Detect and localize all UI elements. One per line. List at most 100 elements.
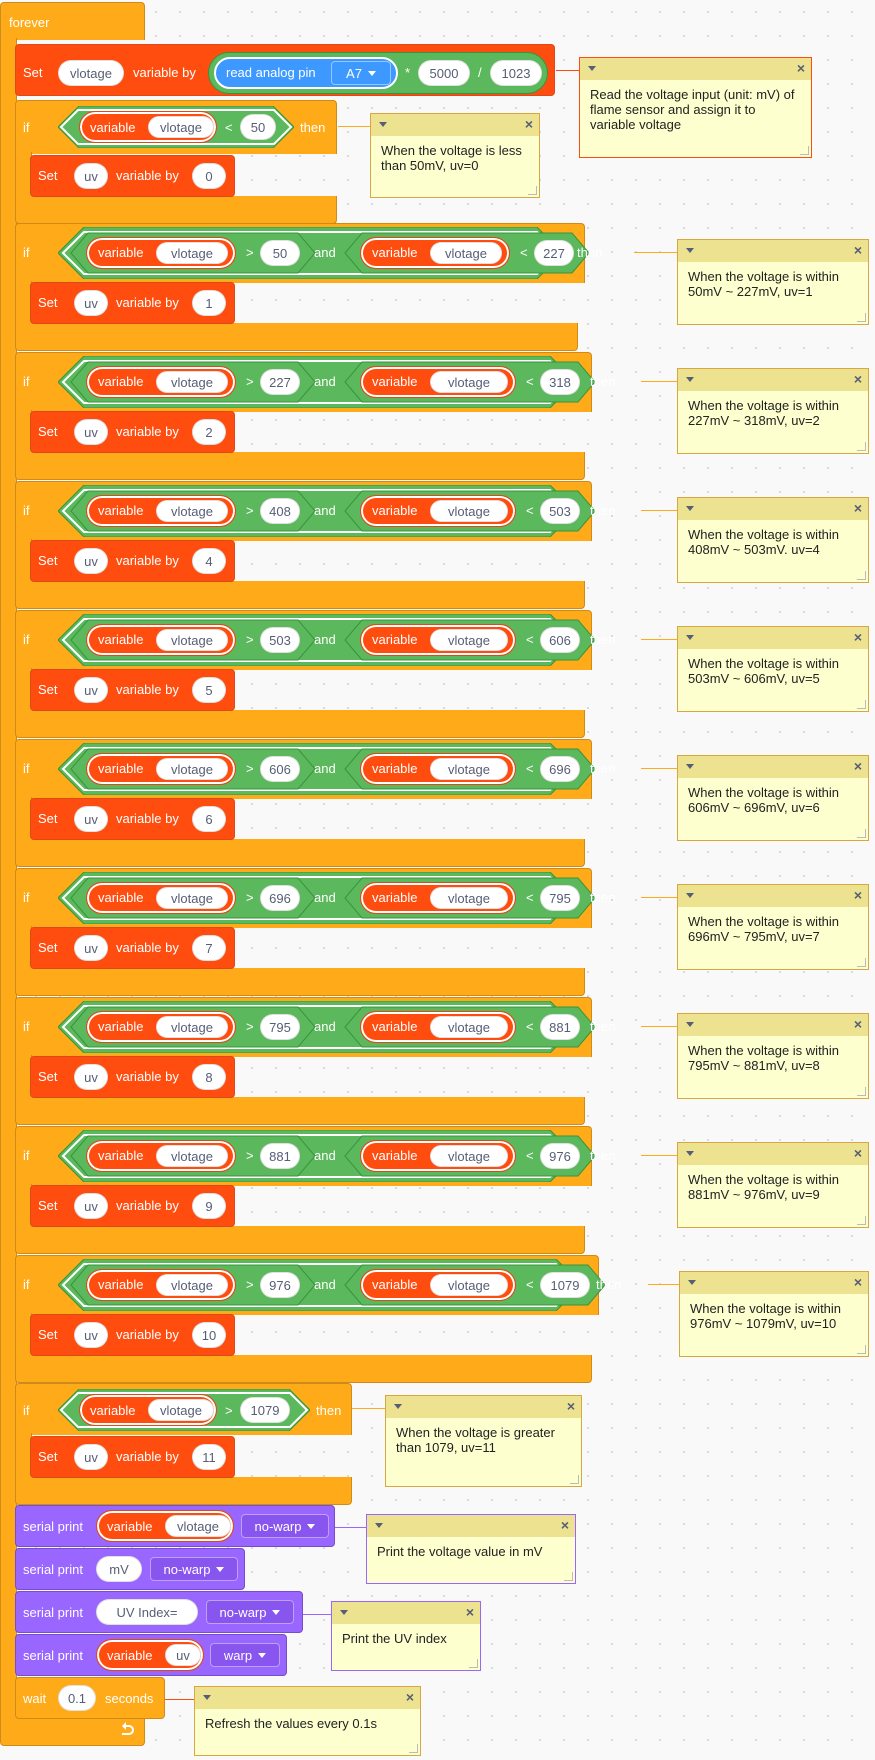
comment-header[interactable]: × — [678, 498, 868, 520]
comment-box[interactable]: × When the voltage is within 606mV ~ 696… — [677, 755, 869, 841]
low-threshold-field[interactable]: 976 — [260, 1272, 300, 1298]
comment-box[interactable]: × When the voltage is within 227mV ~ 318… — [677, 368, 869, 454]
value-field[interactable]: 6 — [192, 806, 226, 832]
high-threshold-field[interactable]: 318 — [540, 369, 580, 395]
comment-header[interactable]: × — [678, 1143, 868, 1165]
comment-text[interactable]: When the voltage is less than 50mV, uv=0 — [381, 143, 522, 173]
low-threshold-field[interactable]: 50 — [260, 240, 300, 266]
comment-box[interactable]: × When the voltage is less than 50mV, uv… — [370, 113, 540, 198]
value-field[interactable]: 1 — [192, 290, 226, 316]
comment-text[interactable]: Read the voltage input (unit: mV) of fla… — [590, 87, 795, 132]
variable-reporter-name[interactable]: vlotage — [165, 1515, 231, 1537]
close-icon[interactable]: × — [560, 1517, 569, 1533]
variable-reporter-name[interactable]: vlotage — [430, 758, 508, 780]
comment-text[interactable]: When the voltage is within 795mV ~ 881mV… — [688, 1043, 840, 1073]
variable-name-field[interactable]: vlotage — [58, 60, 124, 86]
resize-handle[interactable] — [409, 1744, 418, 1753]
variable-name-field[interactable]: uv — [74, 1193, 108, 1219]
low-threshold-field[interactable]: 408 — [260, 498, 300, 524]
variable-reporter-name[interactable]: vlotage — [156, 758, 228, 780]
resize-handle[interactable] — [570, 1475, 579, 1484]
threshold-field[interactable]: 50 — [240, 114, 276, 140]
comment-box[interactable]: × When the voltage is within 503mV ~ 606… — [677, 626, 869, 712]
variable-reporter-name[interactable]: vlotage — [430, 1274, 508, 1296]
resize-handle[interactable] — [857, 442, 866, 451]
caret-down-icon[interactable] — [686, 1022, 694, 1027]
comment-header[interactable]: × — [367, 1515, 575, 1537]
caret-down-icon[interactable] — [379, 122, 387, 127]
comment-text[interactable]: When the voltage is within 976mV ~ 1079m… — [690, 1301, 842, 1331]
low-threshold-field[interactable]: 606 — [260, 756, 300, 782]
caret-down-icon[interactable] — [686, 764, 694, 769]
warp-mode-dropdown[interactable]: warp — [210, 1643, 280, 1667]
high-threshold-field[interactable]: 881 — [540, 1014, 580, 1040]
value-field[interactable]: 4 — [192, 548, 226, 574]
set-uv-block[interactable] — [30, 540, 235, 582]
value-field[interactable]: 9 — [192, 1193, 226, 1219]
comment-text[interactable]: Refresh the values every 0.1s — [205, 1716, 377, 1731]
variable-reporter-name[interactable]: vlotage — [156, 887, 228, 909]
comment-text[interactable]: When the voltage is within 881mV ~ 976mV… — [688, 1172, 840, 1202]
high-threshold-field[interactable]: 606 — [540, 627, 580, 653]
low-threshold-field[interactable]: 503 — [260, 627, 300, 653]
variable-reporter-name[interactable]: vlotage — [156, 629, 228, 651]
variable-reporter-name[interactable]: vlotage — [156, 1274, 228, 1296]
comment-header[interactable]: × — [678, 369, 868, 391]
resize-handle[interactable] — [857, 958, 866, 967]
comment-header[interactable]: × — [332, 1602, 480, 1624]
comment-header[interactable]: × — [680, 1272, 868, 1294]
pin-dropdown[interactable]: A7 — [331, 61, 391, 85]
variable-name-field[interactable]: uv — [74, 419, 108, 445]
comment-box[interactable]: × When the voltage is within 50mV ~ 227m… — [677, 239, 869, 325]
high-threshold-field[interactable]: 976 — [540, 1143, 580, 1169]
comment-header[interactable]: × — [195, 1687, 420, 1709]
resize-handle[interactable] — [857, 571, 866, 580]
value-field[interactable]: 5 — [192, 677, 226, 703]
variable-reporter-name[interactable]: vlotage — [430, 242, 502, 264]
comment-header[interactable]: × — [678, 627, 868, 649]
comment-text[interactable]: When the voltage is within 50mV ~ 227mV,… — [688, 269, 840, 299]
high-threshold-field[interactable]: 503 — [540, 498, 580, 524]
resize-handle[interactable] — [857, 1345, 866, 1354]
comment-text[interactable]: Print the voltage value in mV — [377, 1544, 543, 1559]
comment-box[interactable]: × When the voltage is within 408mV ~ 503… — [677, 497, 869, 583]
resize-handle[interactable] — [800, 146, 809, 155]
close-icon[interactable]: × — [853, 758, 862, 774]
resize-handle[interactable] — [857, 1216, 866, 1225]
comment-box[interactable]: × When the voltage is greater than 1079,… — [385, 1395, 582, 1487]
variable-reporter-name[interactable]: uv — [165, 1644, 201, 1666]
comment-header[interactable]: × — [678, 240, 868, 262]
comment-text[interactable]: Print the UV index — [342, 1631, 447, 1646]
comment-box[interactable]: × When the voltage is within 881mV ~ 976… — [677, 1142, 869, 1228]
caret-down-icon[interactable] — [686, 248, 694, 253]
comment-header[interactable]: × — [678, 1014, 868, 1036]
variable-reporter-name[interactable]: vlotage — [430, 500, 508, 522]
variable-name-field[interactable]: uv — [74, 1444, 108, 1470]
variable-reporter-name[interactable]: vlotage — [156, 1016, 228, 1038]
value-field[interactable]: 2 — [192, 419, 226, 445]
resize-handle[interactable] — [857, 829, 866, 838]
variable-reporter-name[interactable]: vlotage — [430, 1016, 508, 1038]
forever-block[interactable] — [0, 2, 145, 40]
comment-box[interactable]: × When the voltage is within 976mV ~ 107… — [679, 1271, 869, 1357]
close-icon[interactable]: × — [853, 887, 862, 903]
variable-reporter-name[interactable]: vlotage — [156, 242, 228, 264]
variable-reporter-name[interactable]: vlotage — [156, 500, 228, 522]
variable-reporter-name[interactable]: vlotage — [148, 116, 214, 138]
value-field[interactable]: 0 — [192, 163, 226, 189]
caret-down-icon[interactable] — [375, 1523, 383, 1528]
high-threshold-field[interactable]: 696 — [540, 756, 580, 782]
comment-text[interactable]: When the voltage is greater than 1079, u… — [396, 1425, 555, 1455]
variable-reporter-name[interactable]: vlotage — [148, 1399, 214, 1421]
comment-header[interactable]: × — [386, 1396, 581, 1418]
resize-handle[interactable] — [528, 186, 537, 195]
close-icon[interactable]: × — [853, 1274, 862, 1290]
caret-down-icon[interactable] — [394, 1404, 402, 1409]
caret-down-icon[interactable] — [686, 893, 694, 898]
multiplier-field[interactable]: 5000 — [418, 60, 470, 86]
value-field[interactable]: 7 — [192, 935, 226, 961]
variable-reporter-name[interactable]: vlotage — [156, 371, 228, 393]
low-threshold-field[interactable]: 881 — [260, 1143, 300, 1169]
close-icon[interactable]: × — [853, 1016, 862, 1032]
value-field[interactable]: 11 — [192, 1444, 226, 1470]
